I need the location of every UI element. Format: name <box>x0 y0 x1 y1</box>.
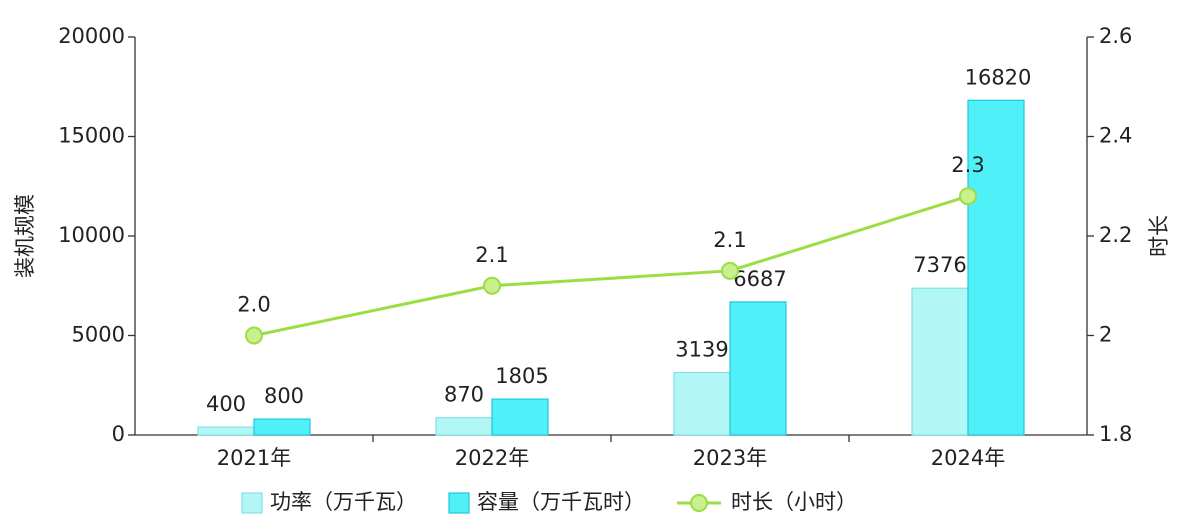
bar <box>729 301 787 436</box>
x-tick-label: 2021年 <box>217 446 291 470</box>
data-label: 7376 <box>913 253 966 277</box>
x-tick-label: 2023年 <box>693 446 767 470</box>
legend-swatch <box>448 492 470 514</box>
legend-label: 功率（万千瓦） <box>270 490 417 514</box>
data-label: 400 <box>206 392 246 416</box>
data-label: 2.0 <box>237 293 270 317</box>
y-tick-label: 10000 <box>58 223 125 247</box>
y-tick-label: 20000 <box>58 24 125 48</box>
data-label: 16820 <box>965 65 1032 89</box>
y2-tick-label: 1.8 <box>1099 422 1132 446</box>
y2-tick-label: 2.4 <box>1099 124 1132 148</box>
x-tick-label: 2024年 <box>931 446 1005 470</box>
legend-marker <box>690 494 708 512</box>
bar <box>197 426 255 436</box>
y-tick-label: 5000 <box>72 323 125 347</box>
bar <box>967 99 1025 436</box>
y2-tick-label: 2.6 <box>1099 24 1132 48</box>
data-label: 3139 <box>675 338 728 362</box>
y2-axis-title: 时长 <box>1147 215 1171 257</box>
bar <box>253 418 311 436</box>
legend-swatch <box>241 492 263 514</box>
y-tick-label: 15000 <box>58 124 125 148</box>
data-label: 2.3 <box>951 153 984 177</box>
line-marker <box>245 326 263 345</box>
data-label: 6687 <box>733 267 786 291</box>
line-marker <box>483 276 501 295</box>
bar <box>491 398 549 436</box>
bar <box>911 287 969 436</box>
bar <box>673 371 731 436</box>
y2-tick-label: 2.2 <box>1099 223 1132 247</box>
data-label: 870 <box>444 383 484 407</box>
data-label: 800 <box>264 384 304 408</box>
legend-label: 容量（万千瓦时） <box>477 490 645 514</box>
data-label: 1805 <box>495 364 548 388</box>
data-label: 2.1 <box>475 243 508 267</box>
line-marker <box>959 187 977 206</box>
line-marker <box>721 261 739 280</box>
data-label: 2.1 <box>713 228 746 252</box>
bar <box>435 417 493 436</box>
y-tick-label: 0 <box>112 422 125 446</box>
legend-label: 时长（小时） <box>731 490 857 514</box>
x-tick-label: 2022年 <box>455 446 529 470</box>
line <box>253 194 969 337</box>
y-axis-title: 装机规模 <box>13 194 37 278</box>
y2-tick-label: 2 <box>1099 323 1112 347</box>
